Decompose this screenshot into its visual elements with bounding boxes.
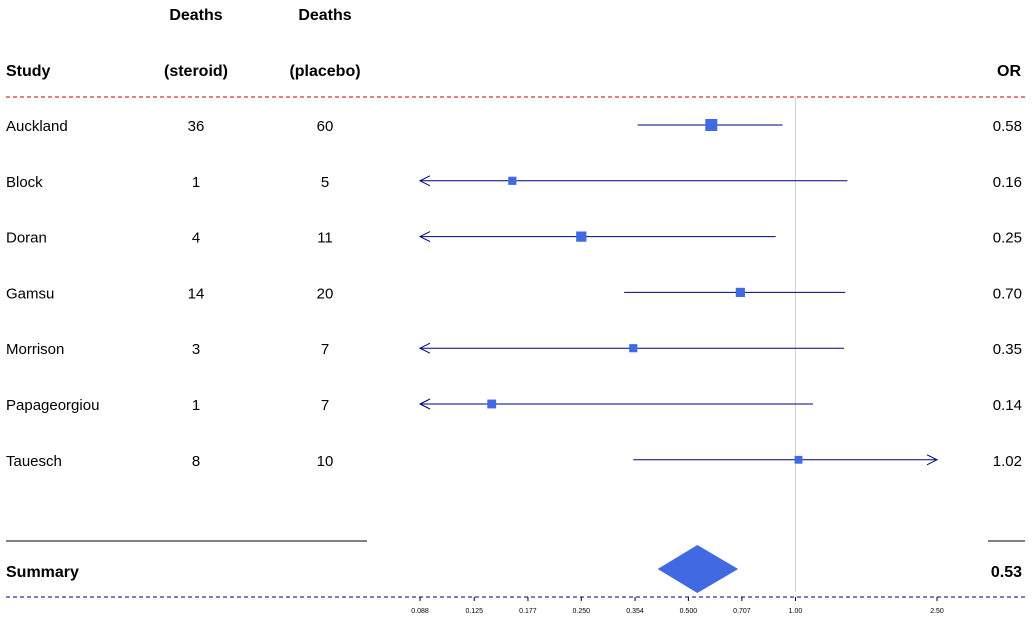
x-tick-label: 1.00 <box>789 608 803 615</box>
deaths-steroid-value: 1 <box>192 397 200 414</box>
point-estimate-box <box>508 176 517 185</box>
deaths-steroid-value: 1 <box>192 174 200 191</box>
study-row: Block 1 5 0.16 <box>6 174 1022 191</box>
header-deaths-placebo-line2: (placebo) <box>289 63 360 80</box>
summary-label: Summary <box>6 564 79 581</box>
study-name: Papageorgiou <box>6 397 99 414</box>
ci-arrow-left <box>418 398 431 410</box>
deaths-steroid-value: 8 <box>192 453 200 470</box>
or-value: 0.35 <box>993 341 1022 358</box>
study-row: Tauesch 8 10 1.02 <box>6 453 1022 470</box>
header-or: OR <box>997 63 1021 80</box>
header-deaths-placebo-line1: Deaths <box>298 7 351 24</box>
or-value: 0.25 <box>993 230 1022 247</box>
x-tick-label: 0.707 <box>733 608 751 615</box>
ci-arrow-right <box>926 454 939 466</box>
or-value: 0.16 <box>993 174 1022 191</box>
header-deaths-steroid-line2: (steroid) <box>164 63 228 80</box>
summary-or-value: 0.53 <box>991 564 1022 581</box>
study-row: Papageorgiou 1 7 0.14 <box>6 397 1022 414</box>
study-row: Morrison 3 7 0.35 <box>6 341 1022 358</box>
study-row: Gamsu 14 20 0.70 <box>6 285 1022 302</box>
point-estimate-box <box>794 455 803 464</box>
or-value: 0.70 <box>993 285 1022 302</box>
x-tick-label: 0.250 <box>573 608 591 615</box>
study-name: Tauesch <box>6 453 62 470</box>
or-value: 1.02 <box>993 453 1022 470</box>
point-estimate-box <box>705 119 718 131</box>
deaths-placebo-value: 7 <box>321 397 329 414</box>
deaths-steroid-value: 36 <box>188 118 205 135</box>
study-row: Doran 4 11 0.25 <box>6 230 1022 247</box>
ci-arrow-left <box>418 231 431 243</box>
x-tick-label: 2.50 <box>930 608 944 615</box>
deaths-placebo-value: 60 <box>317 118 334 135</box>
x-tick-label: 0.125 <box>465 608 483 615</box>
point-estimate-box <box>576 231 587 242</box>
study-row: Auckland 36 60 0.58 <box>6 118 1022 135</box>
x-tick-label: 0.177 <box>519 608 537 615</box>
or-value: 0.14 <box>993 397 1022 414</box>
point-estimate-box <box>735 287 745 297</box>
point-estimate-box <box>629 344 638 353</box>
ci-arrow-left <box>418 342 431 354</box>
x-tick-label: 0.500 <box>680 608 698 615</box>
or-value: 0.58 <box>993 118 1022 135</box>
deaths-placebo-value: 7 <box>321 341 329 358</box>
summary-diamond <box>657 545 739 593</box>
header-study: Study <box>6 63 51 80</box>
study-name: Gamsu <box>6 285 54 302</box>
deaths-placebo-value: 20 <box>317 285 334 302</box>
ci-arrow-left <box>418 175 431 187</box>
deaths-steroid-value: 4 <box>192 230 200 247</box>
x-tick-label: 0.354 <box>626 608 644 615</box>
point-estimate-box <box>487 399 497 409</box>
deaths-steroid-value: 3 <box>192 341 200 358</box>
study-name: Auckland <box>6 118 68 135</box>
deaths-steroid-value: 14 <box>188 285 205 302</box>
deaths-placebo-value: 11 <box>317 230 333 247</box>
x-tick-label: 0.088 <box>411 608 429 615</box>
deaths-placebo-value: 10 <box>317 453 334 470</box>
header-deaths-steroid-line1: Deaths <box>169 7 222 24</box>
deaths-placebo-value: 5 <box>321 174 329 191</box>
study-name: Block <box>6 174 43 191</box>
study-name: Doran <box>6 230 47 247</box>
study-name: Morrison <box>6 341 64 358</box>
